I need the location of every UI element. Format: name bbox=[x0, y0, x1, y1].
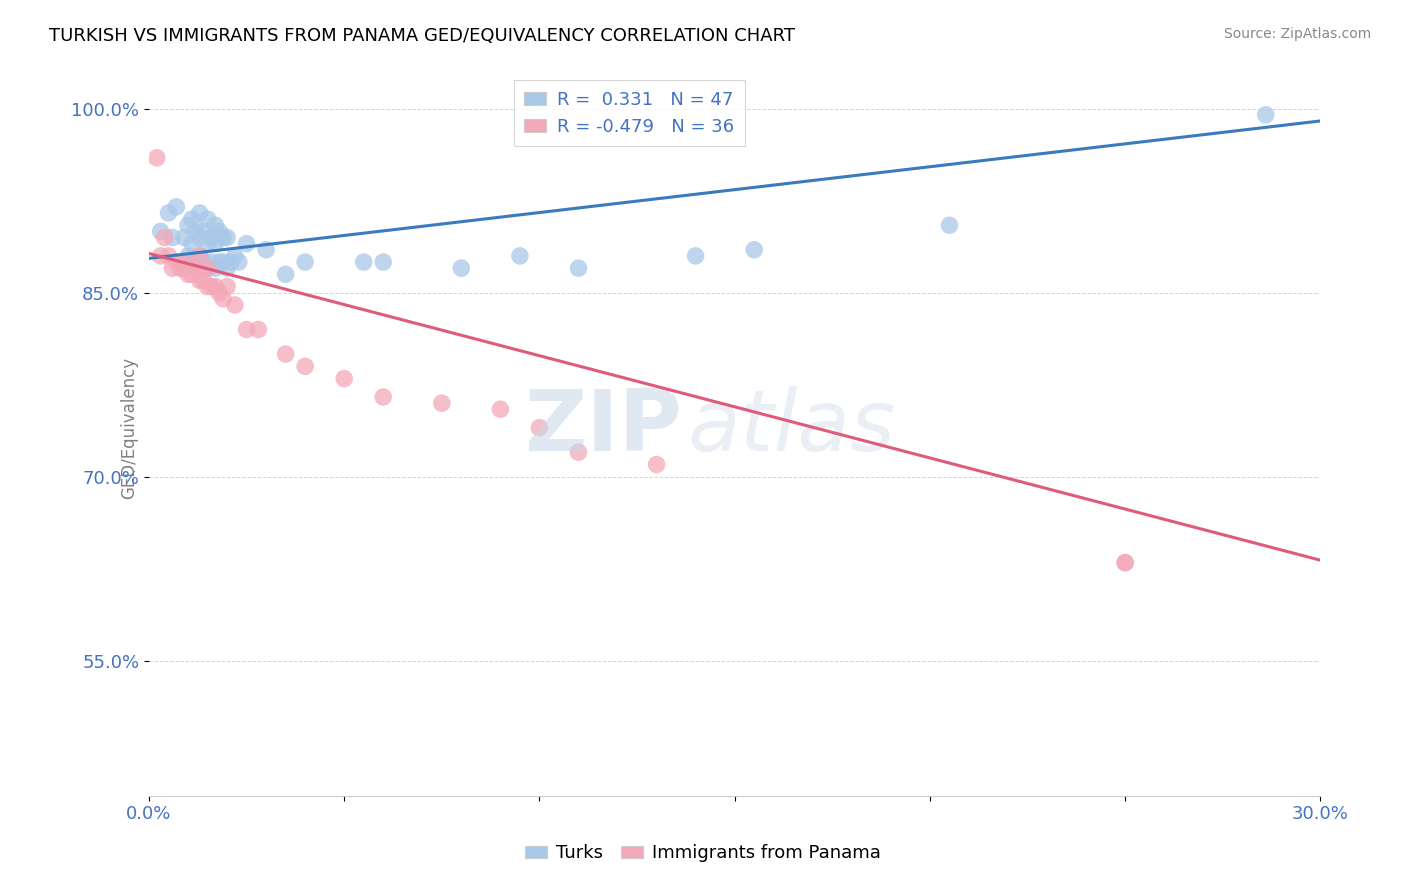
Point bbox=[184, 261, 207, 276]
Point bbox=[197, 261, 219, 276]
Point bbox=[228, 255, 250, 269]
Point bbox=[162, 261, 184, 276]
Point bbox=[529, 420, 551, 434]
Point bbox=[146, 151, 169, 165]
Point bbox=[489, 402, 512, 417]
Point bbox=[294, 359, 316, 374]
Point bbox=[450, 261, 472, 276]
Point bbox=[180, 236, 202, 251]
Point bbox=[254, 243, 277, 257]
Point bbox=[149, 224, 172, 238]
Point bbox=[204, 219, 226, 233]
Point bbox=[173, 261, 195, 276]
Legend: R =  0.331   N = 47, R = -0.479   N = 36: R = 0.331 N = 47, R = -0.479 N = 36 bbox=[513, 79, 745, 146]
Point bbox=[169, 255, 191, 269]
Point bbox=[173, 230, 195, 244]
Point bbox=[204, 261, 226, 276]
Point bbox=[188, 249, 211, 263]
Point bbox=[742, 243, 765, 257]
Point bbox=[177, 249, 200, 263]
Point bbox=[645, 458, 668, 472]
Point bbox=[180, 212, 202, 227]
Point bbox=[200, 279, 222, 293]
Point bbox=[208, 285, 231, 300]
Text: TURKISH VS IMMIGRANTS FROM PANAMA GED/EQUIVALENCY CORRELATION CHART: TURKISH VS IMMIGRANTS FROM PANAMA GED/EQ… bbox=[49, 27, 796, 45]
Point bbox=[208, 255, 231, 269]
Point bbox=[685, 249, 707, 263]
Point bbox=[197, 261, 219, 276]
Point bbox=[373, 390, 395, 404]
Point bbox=[430, 396, 453, 410]
Point bbox=[224, 249, 246, 263]
Point bbox=[224, 298, 246, 312]
Point bbox=[1114, 556, 1136, 570]
Point bbox=[157, 206, 180, 220]
Point bbox=[165, 200, 187, 214]
Point bbox=[215, 279, 238, 293]
Point bbox=[200, 255, 222, 269]
Point bbox=[235, 236, 257, 251]
Point bbox=[180, 268, 202, 282]
Text: ZIP: ZIP bbox=[524, 386, 682, 469]
Text: Source: ZipAtlas.com: Source: ZipAtlas.com bbox=[1223, 27, 1371, 41]
Point bbox=[567, 445, 589, 459]
Point bbox=[509, 249, 531, 263]
Point bbox=[274, 347, 297, 361]
Point bbox=[188, 230, 211, 244]
Point bbox=[938, 219, 960, 233]
Point bbox=[197, 236, 219, 251]
Point bbox=[204, 279, 226, 293]
Point bbox=[294, 255, 316, 269]
Point bbox=[333, 371, 356, 385]
Point bbox=[193, 224, 215, 238]
Point bbox=[1254, 108, 1277, 122]
Point bbox=[274, 268, 297, 282]
Point bbox=[215, 230, 238, 244]
Point bbox=[219, 255, 242, 269]
Point bbox=[169, 261, 191, 276]
Point bbox=[567, 261, 589, 276]
Point bbox=[149, 249, 172, 263]
Point bbox=[184, 224, 207, 238]
Point bbox=[153, 230, 176, 244]
Point bbox=[373, 255, 395, 269]
Point bbox=[157, 249, 180, 263]
Point bbox=[212, 230, 235, 244]
Point bbox=[188, 273, 211, 287]
Point bbox=[193, 273, 215, 287]
Point bbox=[188, 249, 211, 263]
Point bbox=[212, 292, 235, 306]
Point bbox=[188, 206, 211, 220]
Point bbox=[215, 261, 238, 276]
Point bbox=[184, 255, 207, 269]
Point bbox=[200, 230, 222, 244]
Point bbox=[1114, 556, 1136, 570]
Point bbox=[177, 268, 200, 282]
Point bbox=[235, 322, 257, 336]
Point bbox=[162, 230, 184, 244]
Text: atlas: atlas bbox=[688, 386, 896, 469]
Point bbox=[353, 255, 375, 269]
Point bbox=[177, 255, 200, 269]
Point bbox=[197, 212, 219, 227]
Point bbox=[193, 255, 215, 269]
Point bbox=[197, 279, 219, 293]
Point bbox=[177, 219, 200, 233]
Legend: Turks, Immigrants from Panama: Turks, Immigrants from Panama bbox=[519, 838, 887, 870]
Point bbox=[247, 322, 270, 336]
Y-axis label: GED/Equivalency: GED/Equivalency bbox=[120, 357, 138, 499]
Point bbox=[212, 255, 235, 269]
Point bbox=[204, 236, 226, 251]
Point bbox=[208, 224, 231, 238]
Point bbox=[165, 255, 187, 269]
